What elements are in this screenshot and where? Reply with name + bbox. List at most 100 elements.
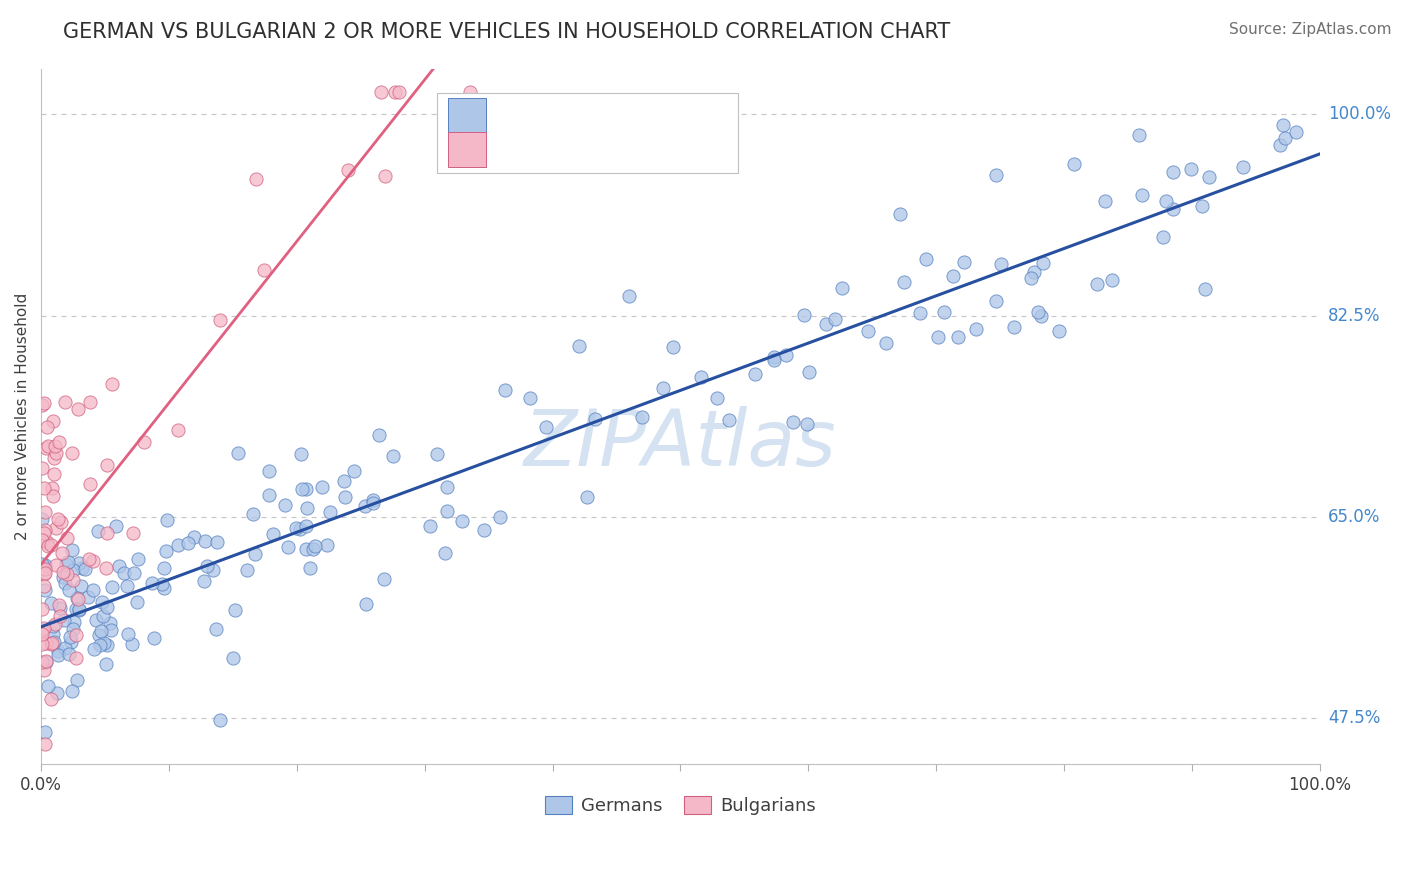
Point <box>62 622 84 636</box>
Point <box>986 168 1008 182</box>
Point <box>953 255 976 269</box>
Point <box>257 464 280 478</box>
Point <box>44 439 66 453</box>
Point <box>291 482 314 496</box>
Text: 47.5%: 47.5% <box>1329 709 1381 727</box>
Point <box>86 524 108 538</box>
Point <box>44 616 66 631</box>
Point <box>744 368 766 382</box>
Point <box>34 737 56 751</box>
Point <box>209 313 232 327</box>
Point <box>34 566 56 581</box>
Y-axis label: 2 or more Vehicles in Household: 2 or more Vehicles in Household <box>15 293 30 540</box>
Point <box>143 631 166 645</box>
Point <box>1198 169 1220 184</box>
Point <box>45 445 67 459</box>
Point <box>60 543 83 558</box>
Text: GERMAN VS BULGARIAN 2 OR MORE VEHICLES IN HOUSEHOLD CORRELATION CHART: GERMAN VS BULGARIAN 2 OR MORE VEHICLES I… <box>63 22 950 42</box>
Point <box>58 556 80 570</box>
Point <box>384 85 406 99</box>
Point <box>96 638 118 652</box>
Point <box>1180 162 1202 177</box>
Text: 82.5%: 82.5% <box>1329 307 1381 325</box>
Point <box>221 651 243 665</box>
Point <box>104 518 127 533</box>
Point <box>1232 160 1254 174</box>
Point <box>34 505 56 519</box>
Point <box>285 521 308 535</box>
Point <box>494 383 516 397</box>
Point <box>127 551 149 566</box>
Point <box>35 655 58 669</box>
Point <box>1094 194 1116 208</box>
Point <box>201 563 224 577</box>
Point <box>91 608 114 623</box>
Point <box>984 294 1007 309</box>
Point <box>333 474 356 488</box>
Point <box>32 579 55 593</box>
Point <box>79 394 101 409</box>
Point <box>617 289 640 303</box>
Text: 0.384: 0.384 <box>560 140 620 160</box>
Point <box>426 446 449 460</box>
Point <box>1047 324 1070 338</box>
Point <box>150 577 173 591</box>
Point <box>1268 137 1291 152</box>
Point <box>370 85 392 99</box>
Point <box>1026 304 1049 318</box>
Point <box>290 446 312 460</box>
Point <box>31 601 53 615</box>
Point <box>63 615 86 629</box>
Point <box>96 458 118 473</box>
Point <box>194 534 217 549</box>
FancyBboxPatch shape <box>447 98 486 133</box>
Point <box>948 330 970 344</box>
Point <box>94 657 117 672</box>
Point <box>1101 273 1123 287</box>
Point <box>183 530 205 544</box>
Point <box>316 538 339 552</box>
Point <box>893 275 915 289</box>
Point <box>1022 265 1045 279</box>
Point <box>1194 283 1216 297</box>
Point <box>65 591 87 606</box>
Point <box>39 637 62 651</box>
Point <box>295 500 318 515</box>
Point <box>257 488 280 502</box>
Point <box>361 496 384 510</box>
Point <box>1031 309 1053 323</box>
Point <box>32 663 55 677</box>
Point <box>472 523 495 537</box>
Text: 65.0%: 65.0% <box>1329 508 1381 525</box>
Point <box>45 558 67 572</box>
Point <box>153 560 176 574</box>
Point <box>100 623 122 637</box>
Point <box>373 572 395 586</box>
Point <box>1154 194 1177 208</box>
Point <box>39 596 62 610</box>
Point <box>224 603 246 617</box>
Point <box>382 450 405 464</box>
Point <box>34 562 56 576</box>
Point <box>34 725 56 739</box>
Point <box>488 509 510 524</box>
Point <box>31 461 53 475</box>
Point <box>31 637 53 651</box>
Point <box>1161 202 1184 216</box>
Point <box>797 365 820 379</box>
Point <box>84 613 107 627</box>
Point <box>55 558 77 572</box>
Point <box>67 602 90 616</box>
Point <box>79 477 101 491</box>
Point <box>1130 187 1153 202</box>
Point <box>37 534 59 549</box>
Text: N =: N = <box>614 106 658 125</box>
Point <box>122 525 145 540</box>
Point <box>235 564 257 578</box>
Point <box>49 515 72 529</box>
Point <box>226 446 249 460</box>
Point <box>37 679 59 693</box>
Point <box>44 635 66 649</box>
Point <box>793 308 815 322</box>
Point <box>55 531 77 545</box>
